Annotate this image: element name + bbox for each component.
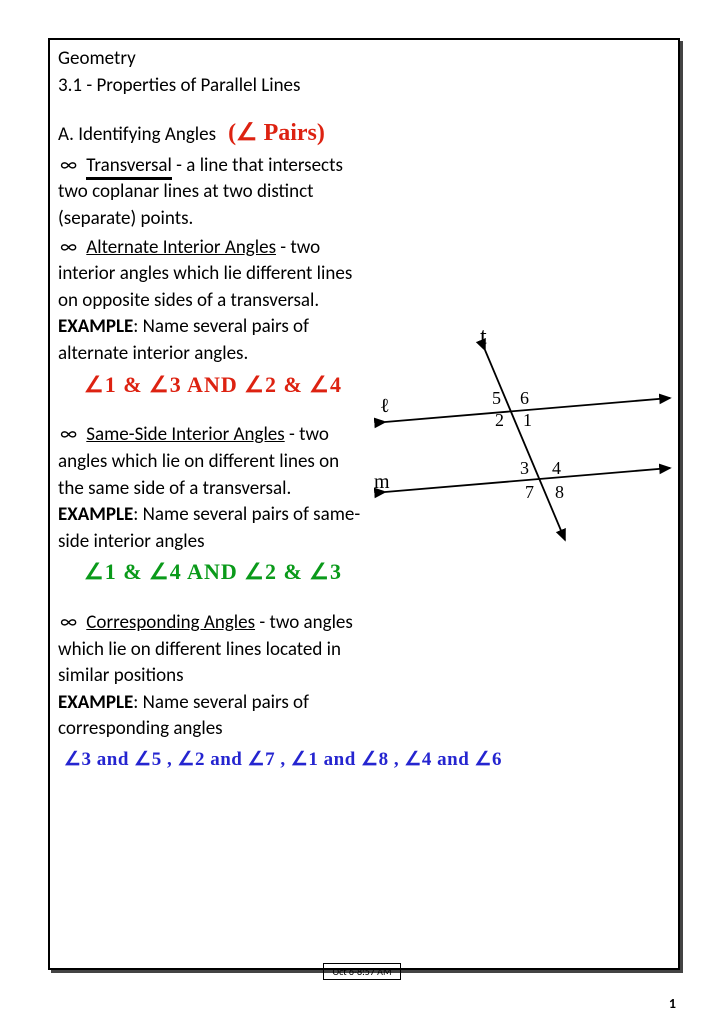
header-subject: Geometry — [58, 46, 666, 73]
angle-6: 6 — [520, 388, 529, 408]
bullet-icon: ∞ — [60, 608, 82, 636]
corr-line1: ∞ Corresponding Angles - two angles — [58, 608, 666, 637]
term-corresponding: Corresponding Angles — [86, 611, 255, 634]
bullet-icon: ∞ — [60, 233, 82, 261]
term-same-side: Same-Side Interior Angles — [86, 423, 284, 446]
angle-8: 8 — [555, 482, 564, 502]
transversal-def-tail: - a line that intersects — [172, 154, 343, 177]
example-label: EXAMPLE — [58, 503, 133, 526]
corr-answer: ∠3 and ∠5 , ∠2 and ∠7 , ∠1 and ∠8 , ∠4 a… — [58, 743, 666, 774]
footer-timestamp: Oct 6-8:57 AM — [323, 963, 400, 980]
term-alt-interior: Alternate Interior Angles — [86, 236, 276, 259]
section-a-heading-row: A. Identifying Angles (∠ Pairs) — [58, 117, 666, 151]
header-section: 3.1 - Properties of Parallel Lines — [58, 73, 666, 100]
transversal-def3: (separate) points. — [58, 206, 666, 233]
angle-3: 3 — [520, 458, 529, 478]
corr-example-tail: : Name several pairs of — [133, 691, 309, 714]
corr-example2: corresponding angles — [58, 716, 666, 743]
label-t: t — [480, 324, 487, 350]
sameside-answer: ∠1 & ∠4 AND ∠2 & ∠3 — [58, 555, 666, 594]
altint-example-tail: : Name several pairs of — [133, 315, 309, 338]
transversal-line1: ∞ Transversal - a line that intersects — [58, 151, 666, 180]
altint-line1: ∞ Alternate Interior Angles - two — [58, 233, 666, 262]
sameside-example-tail: : Name several pairs of same- — [133, 503, 360, 526]
label-m: m — [374, 471, 390, 493]
bullet-icon: ∞ — [60, 151, 82, 179]
altint-def3: on opposite sides of a transversal. — [58, 288, 666, 315]
angle-5: 5 — [492, 388, 501, 408]
sameside-tail: - two — [285, 423, 329, 446]
line-t — [485, 350, 565, 540]
angle-4: 4 — [552, 458, 561, 478]
angle-pairs-annotation: (∠ Pairs) — [228, 117, 325, 151]
altint-tail: - two — [276, 236, 320, 259]
parallel-lines-diagram: t ℓ m 5 6 2 1 3 4 7 8 — [380, 320, 680, 545]
page-number: 1 — [669, 995, 676, 1012]
angle-7: 7 — [525, 482, 534, 502]
term-transversal: Transversal — [86, 154, 172, 180]
corr-tail: - two angles — [255, 611, 353, 634]
corr-def2: which lie on different lines located in — [58, 637, 666, 664]
bullet-icon: ∞ — [60, 420, 82, 448]
angle-2: 2 — [495, 410, 504, 430]
corr-example1: EXAMPLE: Name several pairs of — [58, 690, 666, 717]
label-l: ℓ — [380, 395, 390, 417]
example-label: EXAMPLE — [58, 691, 133, 714]
example-label: EXAMPLE — [58, 315, 133, 338]
corr-def3: similar positions — [58, 663, 666, 690]
altint-def2: interior angles which lie different line… — [58, 261, 666, 288]
transversal-def2: two coplanar lines at two distinct — [58, 179, 666, 206]
footer: Oct 6-8:57 AM — [48, 963, 676, 980]
angle-1: 1 — [523, 410, 532, 430]
diagram-svg: t ℓ m 5 6 2 1 3 4 7 8 — [380, 320, 680, 545]
section-a-heading: A. Identifying Angles — [58, 122, 216, 149]
